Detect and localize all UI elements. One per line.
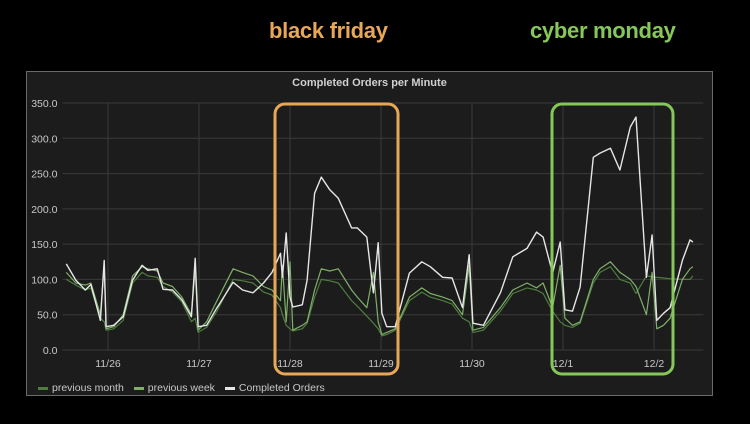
chart-title: Completed Orders per Minute <box>292 77 447 89</box>
y-axis-ticks: 0.0 50.0 100.0 150.0 200.0 250.0 300.0 350.0 <box>31 98 57 357</box>
y-tick-label: 200.0 <box>31 204 57 216</box>
cyber-monday-highlight-box <box>550 102 675 376</box>
y-tick-label: 50.0 <box>37 310 58 322</box>
grid <box>62 102 704 351</box>
x-tick-label: 11/28 <box>277 358 303 370</box>
y-tick-label: 350.0 <box>31 98 57 110</box>
x-tick-label: 11/29 <box>368 358 394 370</box>
legend-swatch <box>224 386 235 390</box>
series-lines <box>65 116 694 337</box>
y-tick-label: 150.0 <box>31 239 57 251</box>
cyber-monday-annotation: cyber monday <box>530 18 676 43</box>
x-axis-ticks: 11/26 11/27 11/28 11/29 11/30 12/1 12/2 <box>95 358 664 370</box>
x-tick-label: 11/26 <box>95 358 121 370</box>
legend-item-previous-month[interactable]: previous month <box>38 382 124 394</box>
chart-panel: Completed Orders per Minute <box>26 71 713 396</box>
legend-label: previous week <box>147 382 215 394</box>
y-tick-label: 0.0 <box>43 345 58 357</box>
legend-label: previous month <box>52 382 124 394</box>
x-tick-label: 12/1 <box>553 358 574 370</box>
x-tick-label: 11/30 <box>459 358 485 370</box>
x-tick-label: 11/27 <box>186 358 212 370</box>
series-line-previous-week <box>65 261 694 336</box>
y-tick-label: 250.0 <box>31 169 57 181</box>
legend-item-previous-week[interactable]: previous week <box>133 382 215 394</box>
x-tick-label: 12/2 <box>644 358 665 370</box>
black-friday-highlight-box <box>273 102 400 376</box>
legend-swatch <box>38 386 48 390</box>
legend-label: Completed Orders <box>238 382 325 394</box>
legend: previous month previous week Completed O… <box>38 382 325 394</box>
y-tick-label: 300.0 <box>31 133 57 145</box>
black-friday-annotation: black friday <box>269 18 388 43</box>
legend-swatch <box>133 386 144 390</box>
legend-item-completed-orders[interactable]: Completed Orders <box>224 382 325 394</box>
series-line-completed-orders <box>65 116 694 328</box>
y-tick-label: 100.0 <box>31 274 57 286</box>
